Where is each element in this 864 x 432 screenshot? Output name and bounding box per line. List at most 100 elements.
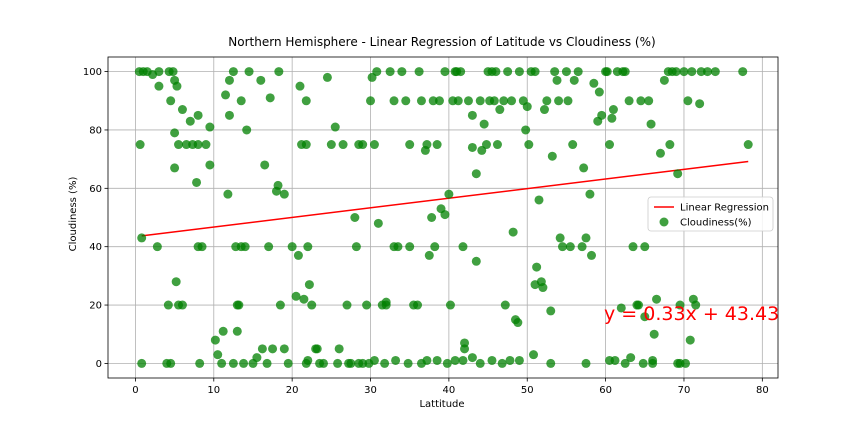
scatter-point (530, 67, 540, 77)
scatter-point (265, 93, 275, 103)
scatter-point (481, 140, 491, 150)
scatter-point (293, 250, 303, 260)
scatter-point (638, 358, 648, 368)
scatter-point (228, 67, 238, 77)
scatter-point (268, 344, 278, 354)
scatter-point (244, 67, 254, 77)
scatter-point (217, 358, 227, 368)
scatter-point (385, 67, 395, 77)
scatter-point (163, 300, 173, 310)
scatter-point (299, 294, 309, 304)
scatter-point (463, 96, 473, 106)
y-tick-label: 40 (89, 242, 102, 253)
scatter-point (577, 242, 587, 252)
scatter-point (350, 213, 360, 222)
scatter-point (344, 358, 354, 368)
scatter-point (440, 67, 450, 77)
x-axis-ticks: 0 10 20 30 40 50 60 70 80 (132, 378, 769, 396)
scatter-point (500, 300, 510, 310)
scatter-point (342, 300, 352, 310)
x-tick-label: 10 (207, 385, 220, 396)
scatter-point (366, 96, 376, 106)
scatter-point (403, 358, 413, 368)
scatter-point (221, 90, 231, 100)
scatter-point (273, 180, 283, 190)
scatter-point (542, 96, 552, 106)
scatter-point (274, 67, 284, 77)
scatter-point (503, 67, 513, 77)
scatter-point (467, 142, 477, 152)
scatter-point (405, 140, 415, 150)
scatter-point (471, 169, 481, 179)
scatter-point (197, 242, 207, 252)
scatter-point (589, 78, 599, 88)
scatter-point (256, 75, 266, 85)
scatter-point (607, 113, 617, 123)
scatter-point (401, 96, 411, 106)
scatter-point (507, 96, 517, 106)
scatter-point (354, 358, 364, 368)
scatter-point (628, 242, 638, 252)
scatter-point (413, 300, 423, 310)
scatter-point (586, 250, 596, 260)
chart-title: Northern Hemisphere - Linear Regression … (228, 35, 655, 49)
scatter-point (594, 87, 604, 97)
x-tick-label: 30 (364, 385, 377, 396)
scatter-point (393, 242, 403, 252)
scatter-point (170, 163, 180, 173)
scatter-point (391, 355, 401, 365)
scatter-point (295, 81, 305, 91)
scatter-point (307, 300, 317, 310)
scatter-point (397, 67, 407, 77)
scatter-point (381, 297, 391, 307)
scatter-point (620, 67, 630, 77)
scatter-point (301, 358, 311, 368)
x-tick-label: 70 (678, 385, 691, 396)
scatter-point (432, 355, 442, 365)
scatter-point (260, 160, 270, 170)
scatter-point (636, 96, 646, 106)
scatter-point (303, 242, 313, 252)
x-tick-label: 50 (521, 385, 534, 396)
scatter-point (181, 140, 191, 150)
scatter-point (166, 96, 176, 106)
legend-label-regression: Linear Regression (680, 203, 769, 214)
scatter-point (681, 358, 691, 368)
scatter-point (675, 300, 685, 310)
legend-point-swatch (659, 217, 669, 227)
scatter-point (312, 344, 322, 354)
scatter-point (487, 355, 497, 365)
scatter-point (301, 96, 311, 106)
scatter-point (550, 67, 560, 77)
scatter-point (508, 227, 518, 237)
scatter-point (450, 355, 460, 365)
scatter-point (646, 119, 656, 129)
scatter-point (561, 67, 571, 77)
scatter-point (605, 355, 615, 365)
scatter-point (679, 67, 689, 77)
scatter-point (453, 96, 463, 106)
scatter-point (710, 67, 720, 77)
scatter-point (185, 116, 195, 126)
scatter-point (195, 358, 205, 368)
scatter-point (177, 105, 187, 115)
scatter-point (547, 151, 557, 161)
scatter-point (444, 189, 454, 199)
scatter-point (524, 140, 534, 150)
scatter-point (616, 303, 626, 313)
x-tick-label: 80 (756, 385, 769, 396)
scatter-point (326, 140, 336, 150)
scatter-point (224, 110, 234, 120)
scatter-point (362, 300, 372, 310)
scatter-point (192, 177, 202, 187)
scatter-point (634, 300, 644, 310)
scatter-point (434, 96, 444, 106)
scatter-point (422, 355, 432, 365)
scatter-point (193, 140, 203, 150)
scatter-point (242, 125, 252, 135)
scatter-point (743, 140, 753, 150)
scatter-point (351, 242, 361, 252)
scatter-point (279, 344, 289, 354)
legend: Linear Regression Cloudiness(%) (647, 196, 774, 232)
